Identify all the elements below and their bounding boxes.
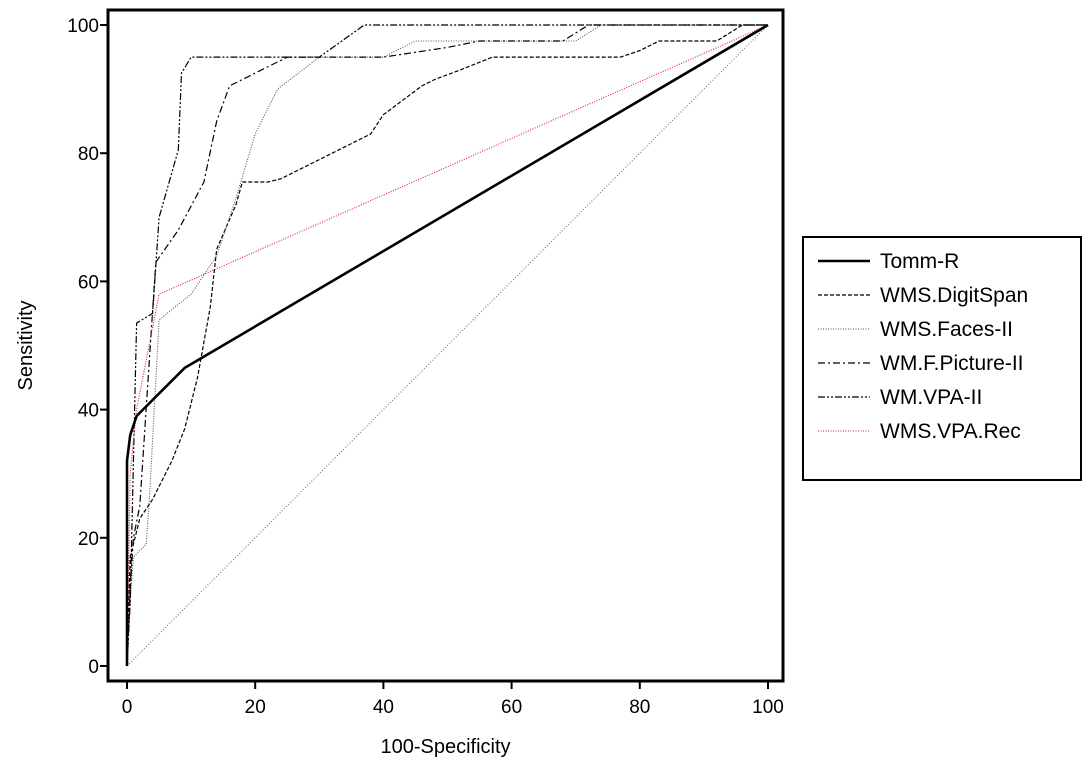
y-axis-title: Sensitivity	[15, 300, 37, 390]
x-tick-label: 60	[501, 697, 522, 718]
series-line-wm-vpa-ii	[126, 24, 768, 667]
plot-frame	[106, 8, 785, 683]
y-tick-label: 40	[78, 401, 99, 422]
reference-diagonal-line	[126, 24, 769, 667]
y-tick-label: 20	[78, 529, 99, 550]
x-tick-label: 80	[629, 697, 650, 718]
x-axis-title: 100-Specificity	[380, 736, 510, 758]
x-tick-label: 0	[122, 697, 133, 718]
series-line-wms-vpa-rec	[126, 24, 769, 667]
legend-label: WMS.VPA.Rec	[880, 420, 1021, 443]
legend-label: WMS.Faces-II	[880, 318, 1013, 341]
legend-box	[802, 236, 1082, 481]
legend-label: Tomm-R	[880, 250, 959, 273]
y-tick-label: 100	[67, 16, 99, 37]
y-tick-label: 0	[88, 657, 99, 678]
y-tick-label: 60	[78, 272, 99, 293]
series-line-wm-f-picture-ii	[126, 24, 768, 667]
legend-label: WMS.DigitSpan	[880, 284, 1028, 307]
series-line-wms-digitspan	[126, 24, 768, 667]
y-tick-label: 80	[78, 144, 99, 165]
series-line-tomm-r	[125, 23, 769, 666]
legend-label: WM.F.Picture-II	[880, 352, 1024, 375]
x-tick-label: 20	[245, 697, 266, 718]
x-tick-label: 100	[752, 697, 784, 718]
x-tick-label: 40	[373, 697, 394, 718]
legend-label: WM.VPA-II	[880, 386, 982, 409]
